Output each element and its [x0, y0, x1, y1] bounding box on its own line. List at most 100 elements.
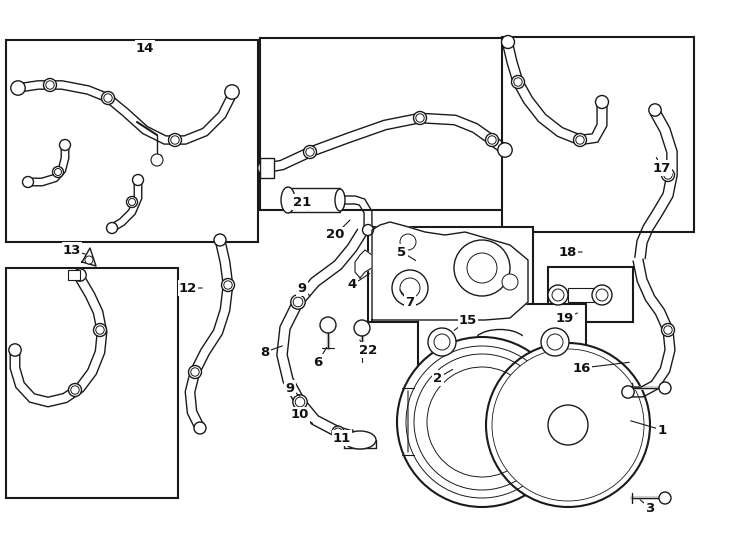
- Bar: [260, 38, 518, 210]
- Circle shape: [191, 368, 199, 376]
- Circle shape: [413, 111, 426, 125]
- Circle shape: [96, 326, 104, 334]
- Circle shape: [514, 78, 522, 86]
- Circle shape: [392, 270, 428, 306]
- Text: 7: 7: [405, 295, 415, 308]
- Circle shape: [59, 139, 70, 151]
- Circle shape: [106, 222, 117, 233]
- Circle shape: [548, 405, 588, 445]
- Circle shape: [467, 253, 497, 283]
- Text: 11: 11: [333, 431, 351, 444]
- Text: 1: 1: [658, 423, 666, 436]
- Text: 9: 9: [297, 281, 307, 294]
- Circle shape: [661, 168, 675, 181]
- Text: 17: 17: [653, 161, 671, 174]
- Circle shape: [592, 285, 612, 305]
- Text: 4: 4: [347, 279, 357, 292]
- Circle shape: [400, 290, 416, 306]
- Text: 21: 21: [293, 195, 311, 208]
- Circle shape: [291, 295, 305, 309]
- Circle shape: [492, 349, 644, 501]
- Circle shape: [23, 177, 34, 187]
- Circle shape: [400, 278, 420, 298]
- Bar: [568, 288, 594, 302]
- Circle shape: [171, 136, 179, 144]
- Circle shape: [552, 289, 564, 301]
- Circle shape: [649, 104, 661, 116]
- Circle shape: [428, 328, 456, 356]
- Bar: [260, 158, 274, 178]
- Circle shape: [74, 269, 86, 281]
- Circle shape: [214, 234, 226, 246]
- Circle shape: [661, 323, 675, 336]
- Circle shape: [334, 428, 342, 436]
- Circle shape: [133, 174, 144, 186]
- Circle shape: [128, 199, 136, 206]
- Circle shape: [43, 78, 57, 91]
- Circle shape: [11, 81, 25, 95]
- Circle shape: [547, 334, 563, 350]
- Text: 5: 5: [397, 246, 407, 259]
- Circle shape: [454, 240, 510, 296]
- Circle shape: [363, 225, 374, 235]
- Circle shape: [513, 370, 623, 480]
- Bar: [502, 37, 694, 232]
- Circle shape: [486, 343, 650, 507]
- Circle shape: [293, 297, 303, 307]
- Circle shape: [664, 326, 672, 334]
- Ellipse shape: [281, 187, 295, 213]
- Bar: [418, 304, 586, 382]
- Bar: [68, 270, 80, 280]
- Circle shape: [46, 81, 54, 89]
- Polygon shape: [372, 222, 528, 320]
- Circle shape: [415, 114, 424, 122]
- Circle shape: [501, 36, 515, 49]
- Circle shape: [303, 145, 316, 159]
- Text: 20: 20: [326, 228, 344, 241]
- Bar: [368, 227, 533, 322]
- Circle shape: [506, 363, 630, 487]
- Circle shape: [548, 285, 568, 305]
- Circle shape: [224, 281, 232, 289]
- Circle shape: [225, 85, 239, 99]
- Text: 3: 3: [645, 502, 655, 515]
- Circle shape: [295, 397, 305, 407]
- Text: 10: 10: [291, 408, 309, 422]
- Text: 15: 15: [459, 314, 477, 327]
- Circle shape: [70, 386, 79, 394]
- Circle shape: [189, 366, 202, 379]
- Circle shape: [498, 355, 638, 495]
- Text: 8: 8: [261, 346, 269, 359]
- Circle shape: [194, 422, 206, 434]
- Circle shape: [54, 168, 62, 176]
- Circle shape: [354, 320, 370, 336]
- Circle shape: [85, 256, 93, 264]
- Circle shape: [169, 133, 181, 146]
- Circle shape: [498, 143, 512, 157]
- Circle shape: [9, 344, 21, 356]
- Ellipse shape: [335, 189, 345, 211]
- Bar: [6, 268, 178, 498]
- Polygon shape: [82, 248, 96, 266]
- Circle shape: [434, 334, 450, 350]
- Circle shape: [103, 94, 112, 102]
- Circle shape: [664, 171, 672, 179]
- Circle shape: [400, 234, 416, 250]
- Circle shape: [485, 133, 498, 146]
- Circle shape: [101, 91, 115, 105]
- Circle shape: [512, 76, 525, 89]
- Circle shape: [488, 136, 496, 144]
- Text: 18: 18: [559, 246, 577, 259]
- Circle shape: [596, 289, 608, 301]
- Text: 19: 19: [556, 312, 574, 325]
- Text: 2: 2: [434, 372, 443, 384]
- Ellipse shape: [344, 431, 376, 449]
- Text: 22: 22: [359, 343, 377, 356]
- Circle shape: [53, 166, 64, 178]
- Circle shape: [573, 133, 586, 146]
- Circle shape: [306, 148, 314, 156]
- Text: 13: 13: [63, 244, 81, 256]
- Circle shape: [222, 279, 234, 292]
- Text: 6: 6: [313, 355, 323, 368]
- Circle shape: [622, 386, 634, 398]
